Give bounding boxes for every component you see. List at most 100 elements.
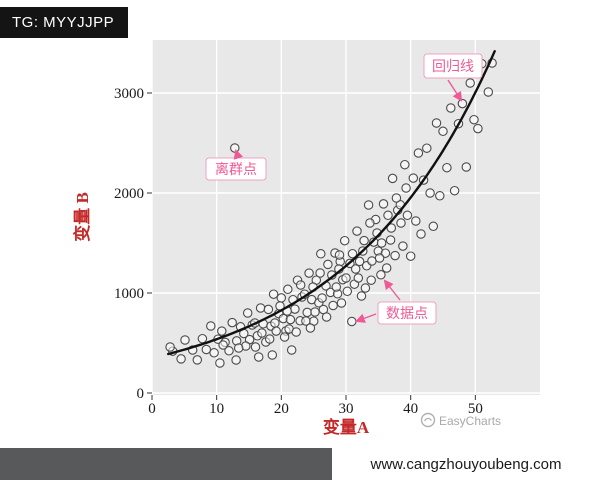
telegram-badge: TG: MYYJJPP	[0, 7, 129, 38]
data-point	[342, 286, 353, 297]
easycharts-watermark-text: EasyCharts	[439, 414, 501, 428]
data-point	[264, 334, 275, 344]
data-point	[268, 289, 279, 299]
annotation-datapoints-arrow-left	[355, 313, 377, 323]
data-point	[255, 303, 266, 313]
y-tick-label: 1000	[114, 286, 144, 302]
data-point	[386, 223, 397, 233]
data-point	[356, 291, 367, 301]
easycharts-watermark: EasyCharts	[420, 412, 501, 428]
footer-url[interactable]: www.cangzhouyoubeng.com	[370, 455, 562, 473]
scatter-chart: 0 10 20 30 40 50 0 1000 2000 3000 变量A 变量 B 离群点 回归…	[72, 40, 540, 437]
data-point	[201, 344, 212, 355]
data-point	[360, 283, 371, 293]
annotation-regression: 回归线	[423, 53, 483, 102]
annotation-outlier-label: 离群点	[215, 161, 257, 177]
data-point	[231, 355, 241, 365]
data-point	[425, 188, 435, 198]
data-point	[428, 221, 439, 232]
x-tick-label: 0	[148, 401, 156, 417]
data-point	[366, 275, 376, 285]
data-point	[334, 250, 345, 260]
data-point	[218, 340, 228, 350]
data-point	[438, 126, 448, 137]
y-tick-label: 0	[137, 386, 145, 402]
data-point	[483, 87, 494, 97]
telegram-badge-text: TG: MYYJJPP	[12, 14, 115, 31]
data-point	[387, 173, 398, 184]
x-tick-label: 50	[468, 401, 483, 417]
data-point	[253, 352, 264, 362]
data-point	[291, 327, 301, 337]
data-point	[290, 304, 300, 314]
data-point	[465, 78, 475, 88]
data-point	[341, 273, 351, 283]
data-point	[180, 335, 190, 345]
data-point	[263, 304, 274, 315]
data-point	[336, 298, 347, 308]
footer-url-box: www.cangzhouyoubeng.com	[332, 448, 600, 480]
data-point	[206, 321, 216, 331]
data-point	[473, 123, 483, 134]
data-point	[442, 162, 452, 173]
data-point	[217, 326, 227, 336]
outlier-point	[230, 143, 240, 153]
data-point	[461, 162, 472, 172]
x-tick-label: 10	[209, 401, 224, 417]
data-point	[367, 256, 377, 266]
annotation-outlier: 离群点	[205, 149, 267, 181]
data-point	[359, 235, 369, 246]
data-point	[317, 293, 327, 303]
data-point	[435, 191, 445, 201]
regression-line	[167, 50, 496, 356]
data-point	[391, 193, 402, 203]
data-point	[363, 200, 374, 210]
footer-bar: www.cangzhouyoubeng.com	[0, 448, 600, 480]
data-point	[376, 238, 387, 248]
annotation-datapoints: 数据点	[355, 279, 437, 325]
data-point	[224, 346, 234, 356]
annotation-datapoints-arrow-up	[383, 279, 401, 301]
data-point	[271, 326, 281, 336]
data-point	[469, 114, 479, 125]
data-point	[279, 332, 290, 342]
data-point	[250, 342, 261, 352]
data-point	[305, 323, 316, 333]
data-point	[227, 317, 237, 328]
y-axis-title: 变量 B	[72, 192, 92, 242]
data-point	[401, 183, 411, 193]
annotation-datapoints-label: 数据点	[386, 305, 428, 321]
x-tick-label: 40	[403, 401, 418, 417]
data-point	[352, 226, 362, 236]
annotation-regression-box	[423, 53, 483, 79]
data-point	[347, 316, 357, 327]
data-point	[398, 241, 408, 251]
data-point	[304, 268, 314, 278]
data-point	[315, 268, 325, 278]
data-point	[402, 210, 413, 221]
annotation-outlier-arrow	[233, 149, 244, 160]
data-point	[396, 218, 406, 228]
data-point	[331, 282, 342, 292]
axis-tick-labels: 0 10 20 30 40 50 0 1000 2000 3000	[114, 86, 483, 417]
data-point	[339, 235, 350, 246]
data-point	[353, 273, 364, 283]
x-tick-label: 20	[274, 401, 289, 417]
data-point	[408, 173, 419, 183]
axis-ticks	[147, 92, 476, 400]
data-point	[413, 148, 424, 158]
data-point	[354, 256, 365, 267]
data-point	[165, 342, 175, 352]
data-point	[422, 143, 432, 153]
data-point	[197, 333, 208, 344]
chart-svg: 0 10 20 30 40 50 0 1000 2000 3000 变量A 变量 B 离群点 回归…	[72, 40, 540, 437]
data-point	[310, 307, 320, 317]
data-point	[378, 199, 389, 209]
data-point	[267, 350, 278, 360]
data-point	[457, 98, 468, 109]
annotation-regression-label: 回归线	[432, 58, 474, 74]
x-tick-label: 30	[339, 401, 354, 417]
data-point	[328, 300, 338, 311]
data-point	[365, 218, 375, 228]
data-point	[192, 355, 203, 365]
